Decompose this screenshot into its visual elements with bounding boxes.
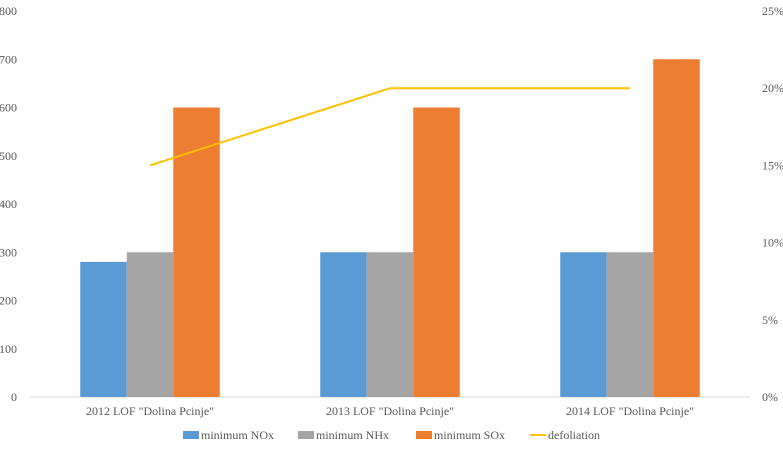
right-tick-label: 5%: [762, 313, 778, 327]
left-axis: 0 100 200 300 400 500 600 700 800: [0, 4, 17, 404]
legend-swatch: [183, 431, 199, 439]
legend: minimum NOx minimum NHx minimum SOx defolia…: [183, 428, 600, 442]
bar-minimum-nhx: [366, 252, 414, 397]
right-axis: 0% 5% 10% 15% 20% 25%: [762, 4, 783, 404]
category-label: 2012 LOF "Dolina Pcinje": [86, 404, 214, 418]
left-tick-label: 200: [0, 294, 17, 308]
bar-minimum-nox: [80, 261, 127, 397]
legend-label: defoliation: [548, 428, 600, 442]
bar-minimum-nox: [320, 252, 367, 397]
left-tick-label: 500: [0, 149, 17, 163]
left-tick-label: 600: [0, 101, 17, 115]
left-tick-label: 0: [11, 390, 17, 404]
left-tick-label: 800: [0, 4, 17, 18]
legend-label: minimum SOx: [434, 428, 505, 442]
right-tick-label: 15%: [762, 158, 783, 172]
category-label: 2013 LOF "Dolina Pcinje": [326, 404, 454, 418]
left-tick-label: 400: [0, 197, 17, 211]
right-tick-label: 0%: [762, 390, 778, 404]
line-defoliation: [149, 87, 630, 167]
category-labels: 2012 LOF "Dolina Pcinje" 2013 LOF "Dolina…: [86, 404, 694, 418]
legend-label: minimum NHx: [316, 428, 389, 442]
legend-label: minimum NOx: [201, 428, 274, 442]
bar-minimum-nhx: [126, 252, 174, 397]
category-label: 2014 LOF "Dolina Pcinje": [566, 404, 694, 418]
line-series: [149, 87, 630, 167]
bar-minimum-sox: [653, 59, 700, 397]
left-tick-label: 100: [0, 342, 17, 356]
right-tick-label: 25%: [762, 4, 783, 18]
bars: [80, 59, 700, 397]
bar-minimum-nox: [560, 252, 607, 397]
right-tick-label: 20%: [762, 81, 783, 95]
right-tick-label: 10%: [762, 236, 783, 250]
legend-swatch: [416, 431, 432, 439]
left-tick-label: 300: [0, 245, 17, 259]
left-tick-label: 700: [0, 52, 17, 66]
bar-minimum-nhx: [606, 252, 654, 397]
legend-swatch: [298, 431, 314, 439]
bar-minimum-sox: [413, 107, 460, 397]
